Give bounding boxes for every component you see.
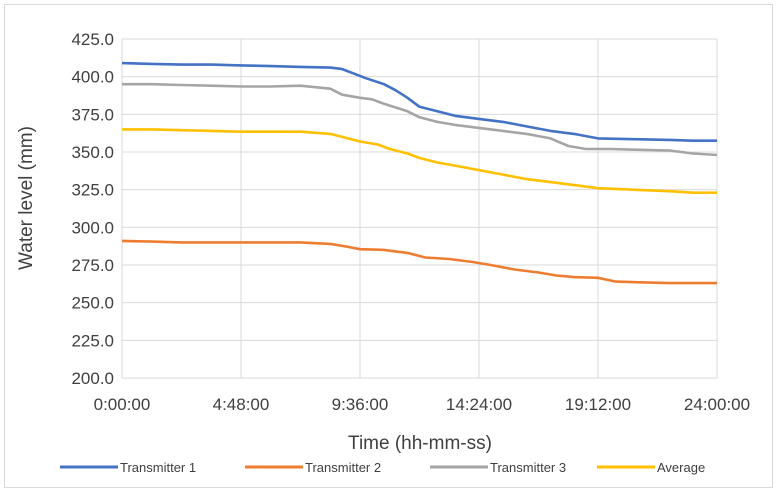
y-tick-label: 375.0 (71, 105, 114, 124)
x-tick-label: 19:12:00 (565, 395, 631, 414)
legend-label: Average (657, 460, 705, 475)
y-tick-label: 250.0 (71, 294, 114, 313)
series-line-transmitter-3 (122, 82, 718, 157)
legend-label: Transmitter 1 (120, 460, 196, 475)
x-tick-label: 9:36:00 (332, 395, 389, 414)
x-tick-label: 4:48:00 (213, 395, 270, 414)
y-tick-label: 300.0 (71, 218, 114, 237)
y-tick-label: 325.0 (71, 181, 114, 200)
series-line-average (122, 128, 717, 194)
legend: Transmitter 1 Transmitter 2 Transmitter 3 A… (60, 460, 705, 475)
series-line-transmitter-2 (121, 239, 717, 285)
y-tick-label: 425.0 (71, 30, 114, 49)
gridlines (121, 38, 718, 379)
series-lines (121, 61, 718, 285)
y-tick-label: 275.0 (71, 256, 114, 275)
legend-label: Transmitter 2 (305, 460, 381, 475)
y-axis-title: Water level (mm) (16, 126, 37, 270)
y-tick-label: 225.0 (71, 331, 114, 350)
y-tick-label: 200.0 (71, 369, 114, 388)
y-tick-label: 350.0 (71, 143, 114, 162)
legend-label: Transmitter 3 (490, 460, 566, 475)
x-tick-label: 0:00:00 (94, 395, 151, 414)
x-axis-title: Time (hh-mm-ss) (348, 433, 492, 454)
x-tick-label: 14:24:00 (446, 395, 512, 414)
y-tick-label: 400.0 (71, 68, 114, 87)
y-axis-tick-labels: 200.0 225.0 250.0 275.0 300.0 325.0 350.0 375.0… (71, 30, 114, 388)
series-line-transmitter-1 (121, 61, 717, 142)
x-axis-tick-labels: 0:00:00 4:48:00 9:36:00 14:24:00 19:12:00 24:… (94, 395, 750, 414)
x-tick-label: 24:00:00 (684, 395, 750, 414)
